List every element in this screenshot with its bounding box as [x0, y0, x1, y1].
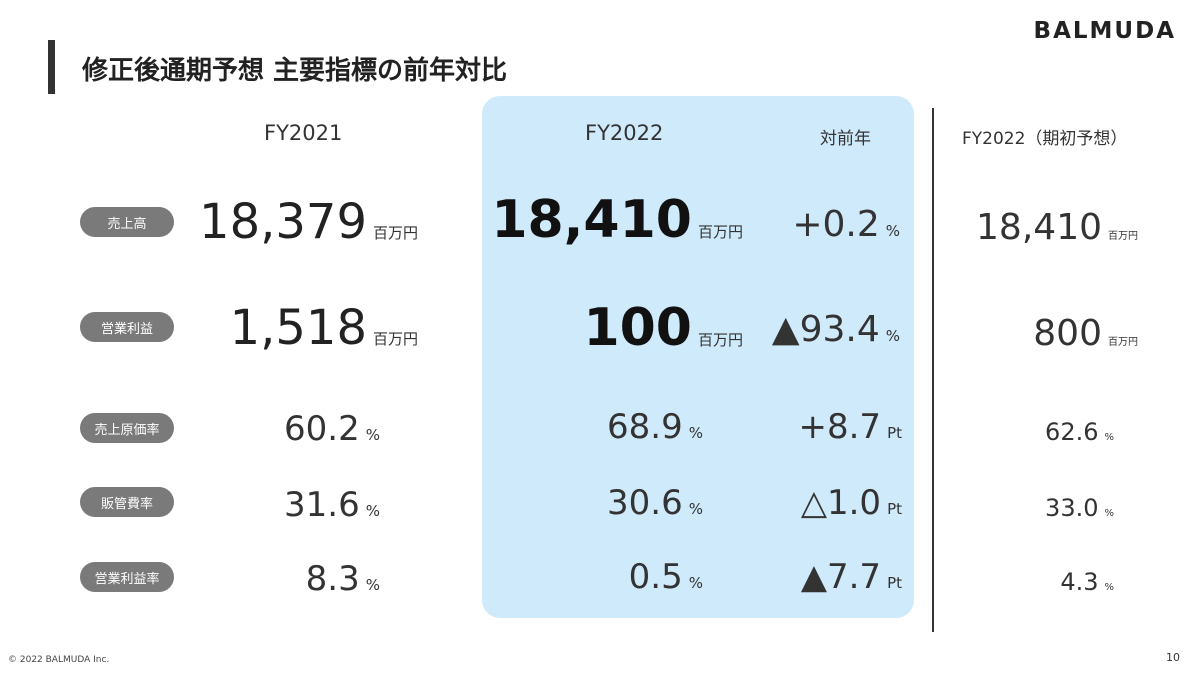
operating-income-yoy-value: ▲93.4	[771, 309, 880, 350]
cost-ratio-yoy: +8.7 Pt	[799, 410, 903, 444]
operating-income-yoy: ▲93.4 %	[772, 312, 900, 348]
operating-margin-initial: 4.3 %	[1060, 570, 1114, 594]
sales-yoy: +0.2 %	[792, 207, 900, 243]
sales-yoy-value: +0.2	[792, 204, 880, 245]
sales-fy2022-value: 18,410	[491, 190, 692, 250]
sga-ratio-fy2021-unit: %	[365, 502, 380, 520]
operating-margin-fy2021: 8.3 %	[306, 562, 380, 596]
sales-fy2021-unit: 百万円	[372, 224, 418, 242]
cost-ratio-fy2022-value: 68.9	[607, 407, 683, 447]
operating-income-initial-value: 800	[1033, 313, 1102, 354]
operating-income-yoy-unit: %	[885, 327, 900, 345]
sga-ratio-initial: 33.0 %	[1045, 496, 1114, 520]
operating-income-fy2022-value: 100	[583, 298, 692, 358]
page-number: 10	[1166, 651, 1180, 664]
operating-income-fy2021-unit: 百万円	[372, 330, 418, 348]
row-label-sga-ratio: 販管費率	[80, 487, 174, 517]
column-header-fy2021: FY2021	[264, 121, 343, 145]
sales-fy2021: 18,379 百万円	[199, 198, 418, 246]
sga-ratio-initial-value: 33.0	[1045, 494, 1099, 522]
sga-ratio-fy2022: 30.6 %	[607, 486, 703, 520]
column-divider	[932, 108, 934, 632]
sga-ratio-fy2022-value: 30.6	[607, 483, 683, 523]
sga-ratio-yoy: △1.0 Pt	[801, 486, 902, 520]
row-label-cost-ratio: 売上原価率	[80, 413, 174, 443]
column-header-yoy: 対前年	[820, 129, 871, 149]
operating-income-initial: 800 百万円	[1033, 316, 1138, 352]
sales-fy2022-unit: 百万円	[697, 223, 743, 241]
sga-ratio-fy2021-value: 31.6	[284, 485, 360, 525]
operating-income-fy2022: 100 百万円	[583, 302, 743, 354]
row-label-operating-income: 営業利益	[80, 312, 174, 342]
operating-margin-fy2022-value: 0.5	[628, 557, 683, 597]
operating-margin-yoy-value: ▲7.7	[800, 557, 882, 597]
cost-ratio-fy2021-value: 60.2	[284, 409, 360, 449]
operating-margin-yoy: ▲7.7 Pt	[801, 560, 902, 594]
cost-ratio-initial: 62.6 %	[1045, 420, 1114, 444]
cost-ratio-fy2021: 60.2 %	[284, 412, 380, 446]
operating-margin-initial-unit: %	[1104, 582, 1114, 593]
sales-initial-value: 18,410	[976, 207, 1102, 248]
operating-margin-fy2021-value: 8.3	[305, 559, 360, 599]
cost-ratio-yoy-unit: Pt	[887, 424, 902, 442]
operating-income-fy2021-value: 1,518	[229, 300, 367, 356]
page-title: 修正後通期予想 主要指標の前年対比	[82, 56, 508, 86]
operating-income-initial-unit: 百万円	[1108, 337, 1138, 348]
sales-initial: 18,410 百万円	[976, 210, 1138, 246]
column-header-fy2022: FY2022	[585, 121, 664, 145]
sales-yoy-unit: %	[885, 222, 900, 240]
sga-ratio-fy2021: 31.6 %	[284, 488, 380, 522]
sales-fy2022: 18,410 百万円	[491, 194, 743, 246]
fy2022-highlight-panel	[482, 96, 914, 618]
sga-ratio-yoy-unit: Pt	[887, 500, 902, 518]
operating-income-fy2021: 1,518 百万円	[230, 304, 418, 352]
column-header-fy2022-initial: FY2022（期初予想）	[962, 129, 1128, 149]
brand-logo: BALMUDA	[1033, 18, 1176, 44]
cost-ratio-initial-value: 62.6	[1045, 418, 1099, 446]
sales-fy2021-value: 18,379	[199, 194, 367, 250]
cost-ratio-fy2021-unit: %	[365, 426, 380, 444]
row-label-operating-margin: 営業利益率	[80, 562, 174, 592]
sga-ratio-yoy-value: △1.0	[800, 483, 882, 523]
operating-margin-fy2022-unit: %	[688, 574, 703, 592]
cost-ratio-fy2022-unit: %	[688, 424, 703, 442]
operating-margin-fy2022: 0.5 %	[629, 560, 703, 594]
cost-ratio-initial-unit: %	[1104, 432, 1114, 443]
title-accent-bar	[48, 40, 55, 94]
operating-margin-yoy-unit: Pt	[887, 574, 902, 592]
sales-initial-unit: 百万円	[1108, 231, 1138, 242]
operating-margin-fy2021-unit: %	[365, 576, 380, 594]
cost-ratio-yoy-value: +8.7	[798, 407, 882, 447]
row-label-sales: 売上高	[80, 207, 174, 237]
operating-income-fy2022-unit: 百万円	[697, 331, 743, 349]
copyright: © 2022 BALMUDA Inc.	[8, 655, 110, 665]
cost-ratio-fy2022: 68.9 %	[607, 410, 703, 444]
operating-margin-initial-value: 4.3	[1060, 568, 1099, 596]
sga-ratio-fy2022-unit: %	[688, 500, 703, 518]
sga-ratio-initial-unit: %	[1104, 508, 1114, 519]
